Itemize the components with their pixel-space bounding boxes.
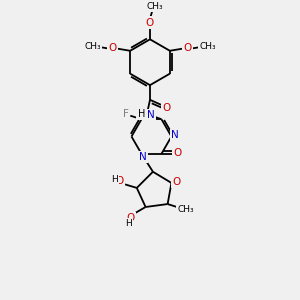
- Text: N: N: [139, 152, 147, 162]
- Text: F: F: [123, 109, 129, 119]
- Text: H: H: [137, 109, 145, 119]
- Text: O: O: [163, 103, 171, 113]
- Text: O: O: [116, 176, 124, 186]
- Text: O: O: [184, 44, 192, 53]
- Text: O: O: [146, 18, 154, 28]
- Text: H: H: [125, 219, 132, 228]
- Text: CH₃: CH₃: [199, 42, 216, 51]
- Text: N: N: [147, 110, 154, 120]
- Text: H: H: [111, 175, 118, 184]
- Text: O: O: [172, 177, 181, 187]
- Text: O: O: [126, 213, 134, 223]
- Text: O: O: [108, 44, 116, 53]
- Text: N: N: [171, 130, 179, 140]
- Text: CH₃: CH₃: [146, 2, 163, 10]
- Text: CH₃: CH₃: [84, 42, 101, 51]
- Text: CH₃: CH₃: [178, 205, 194, 214]
- Text: O: O: [173, 148, 182, 158]
